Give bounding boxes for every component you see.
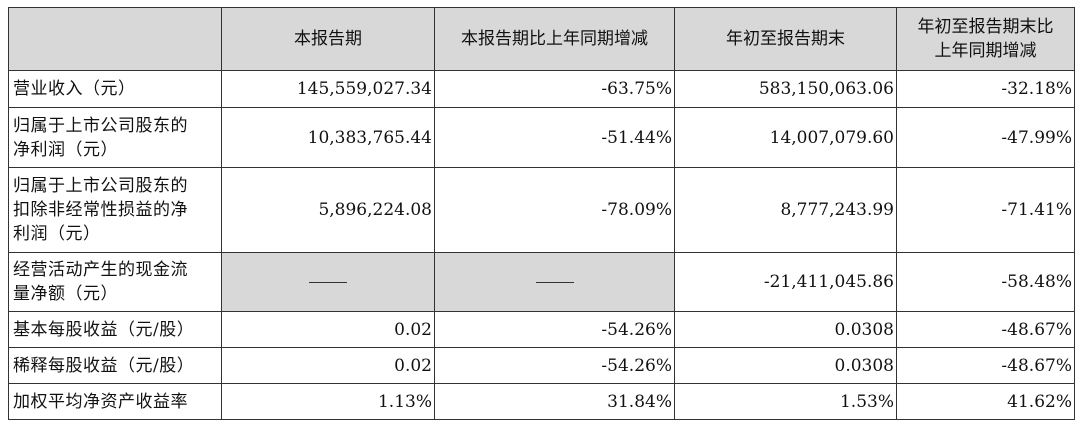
cell-ytd: 0.0308 xyxy=(674,347,897,384)
header-ytd-change: 年初至报告期末比 上年同期增减 xyxy=(896,7,1075,71)
row-label: 基本每股收益（元/股） xyxy=(8,311,222,348)
cell-period: 0.02 xyxy=(221,311,435,348)
cell-ytd-change: -71.41% xyxy=(896,167,1075,253)
header-ytd: 年初至报告期末 xyxy=(674,7,897,71)
cell-ytd-change: 41.62% xyxy=(896,383,1075,420)
cell-period: 10,383,765.44 xyxy=(221,107,435,168)
row-label: 加权平均净资产收益率 xyxy=(8,383,222,420)
row-label-line: 归属于上市公司股东的 xyxy=(13,176,188,196)
table-row: 基本每股收益（元/股） 0.02 -54.26% 0.0308 -48.67% xyxy=(8,311,1075,348)
header-current-period: 本报告期 xyxy=(221,7,435,71)
cell-period: 1.13% xyxy=(221,383,435,420)
cell-ytd: 14,007,079.60 xyxy=(674,107,897,168)
row-label-line: 经营活动产生的现金流 xyxy=(13,260,188,280)
row-label: 稀释每股收益（元/股） xyxy=(8,347,222,384)
row-label-line: 稀释每股收益（元/股） xyxy=(13,355,195,376)
row-label: 营业收入（元） xyxy=(8,70,222,108)
row-label-line: 加权平均净资产收益率 xyxy=(13,391,188,412)
financial-summary-table: 本报告期 本报告期比上年同期增减 年初至报告期末 年初至报告期末比 上年同期增减… xyxy=(8,7,1075,420)
cell-ytd-change: -47.99% xyxy=(896,107,1075,168)
row-label-line: 营业收入（元） xyxy=(13,79,136,99)
table-row: 稀释每股收益（元/股） 0.02 -54.26% 0.0308 -48.67% xyxy=(8,347,1075,384)
row-label: 归属于上市公司股东的 净利润（元） xyxy=(8,107,222,168)
header-ytd-change-line-1: 年初至报告期末比 xyxy=(917,17,1054,37)
row-label-line: 利润（元） xyxy=(13,224,101,244)
cell-period-change: -54.26% xyxy=(434,311,675,348)
cell-period: 5,896,224.08 xyxy=(221,167,435,253)
row-label: 经营活动产生的现金流 量净额（元） xyxy=(8,252,222,312)
row-label-line: 基本每股收益（元/股） xyxy=(13,319,195,340)
row-label-line: 扣除非经常性损益的净 xyxy=(13,200,188,220)
row-label-line: 归属于上市公司股东的 xyxy=(13,115,188,136)
cell-ytd: 583,150,063.06 xyxy=(674,70,897,108)
dash-mark xyxy=(309,282,347,283)
cell-ytd-change: -58.48% xyxy=(896,252,1075,312)
cell-ytd-change: -48.67% xyxy=(896,311,1075,348)
table-row: 经营活动产生的现金流 量净额（元） —— —— -21,411,045.86 -… xyxy=(8,252,1075,312)
table-row: 加权平均净资产收益率 1.13% 31.84% 1.53% 41.62% xyxy=(8,383,1075,420)
cell-ytd: 1.53% xyxy=(674,383,897,420)
header-current-period-change: 本报告期比上年同期增减 xyxy=(434,7,675,71)
cell-period-change-not-applicable: —— xyxy=(434,252,675,312)
financial-table-container: 本报告期 本报告期比上年同期增减 年初至报告期末 年初至报告期末比 上年同期增减… xyxy=(8,7,1075,420)
cell-period: 0.02 xyxy=(221,347,435,384)
cell-period-change: 31.84% xyxy=(434,383,675,420)
cell-period-change: -51.44% xyxy=(434,107,675,168)
row-label: 归属于上市公司股东的 扣除非经常性损益的净 利润（元） xyxy=(8,167,222,253)
cell-period-change: -78.09% xyxy=(434,167,675,253)
cell-ytd-change: -48.67% xyxy=(896,347,1075,384)
table-row: 归属于上市公司股东的 扣除非经常性损益的净 利润（元） 5,896,224.08… xyxy=(8,167,1075,253)
cell-ytd-change: -32.18% xyxy=(896,70,1075,108)
header-row: 本报告期 本报告期比上年同期增减 年初至报告期末 年初至报告期末比 上年同期增减 xyxy=(8,7,1075,71)
table-row: 营业收入（元） 145,559,027.34 -63.75% 583,150,0… xyxy=(8,70,1075,108)
dash-mark xyxy=(535,282,574,283)
cell-ytd: 8,777,243.99 xyxy=(674,167,897,253)
cell-period-change: -63.75% xyxy=(434,70,675,108)
table-row: 归属于上市公司股东的 净利润（元） 10,383,765.44 -51.44% … xyxy=(8,107,1075,168)
header-empty-cell xyxy=(8,7,222,71)
cell-period-change: -54.26% xyxy=(434,347,675,384)
row-label-line: 量净额（元） xyxy=(13,284,118,304)
header-ytd-change-line-2: 上年同期增减 xyxy=(934,41,1037,61)
cell-ytd: -21,411,045.86 xyxy=(674,252,897,312)
cell-period: 145,559,027.34 xyxy=(221,70,435,108)
cell-period-not-applicable: —— xyxy=(221,252,435,312)
row-label-line: 净利润（元） xyxy=(13,139,118,160)
cell-ytd: 0.0308 xyxy=(674,311,897,348)
